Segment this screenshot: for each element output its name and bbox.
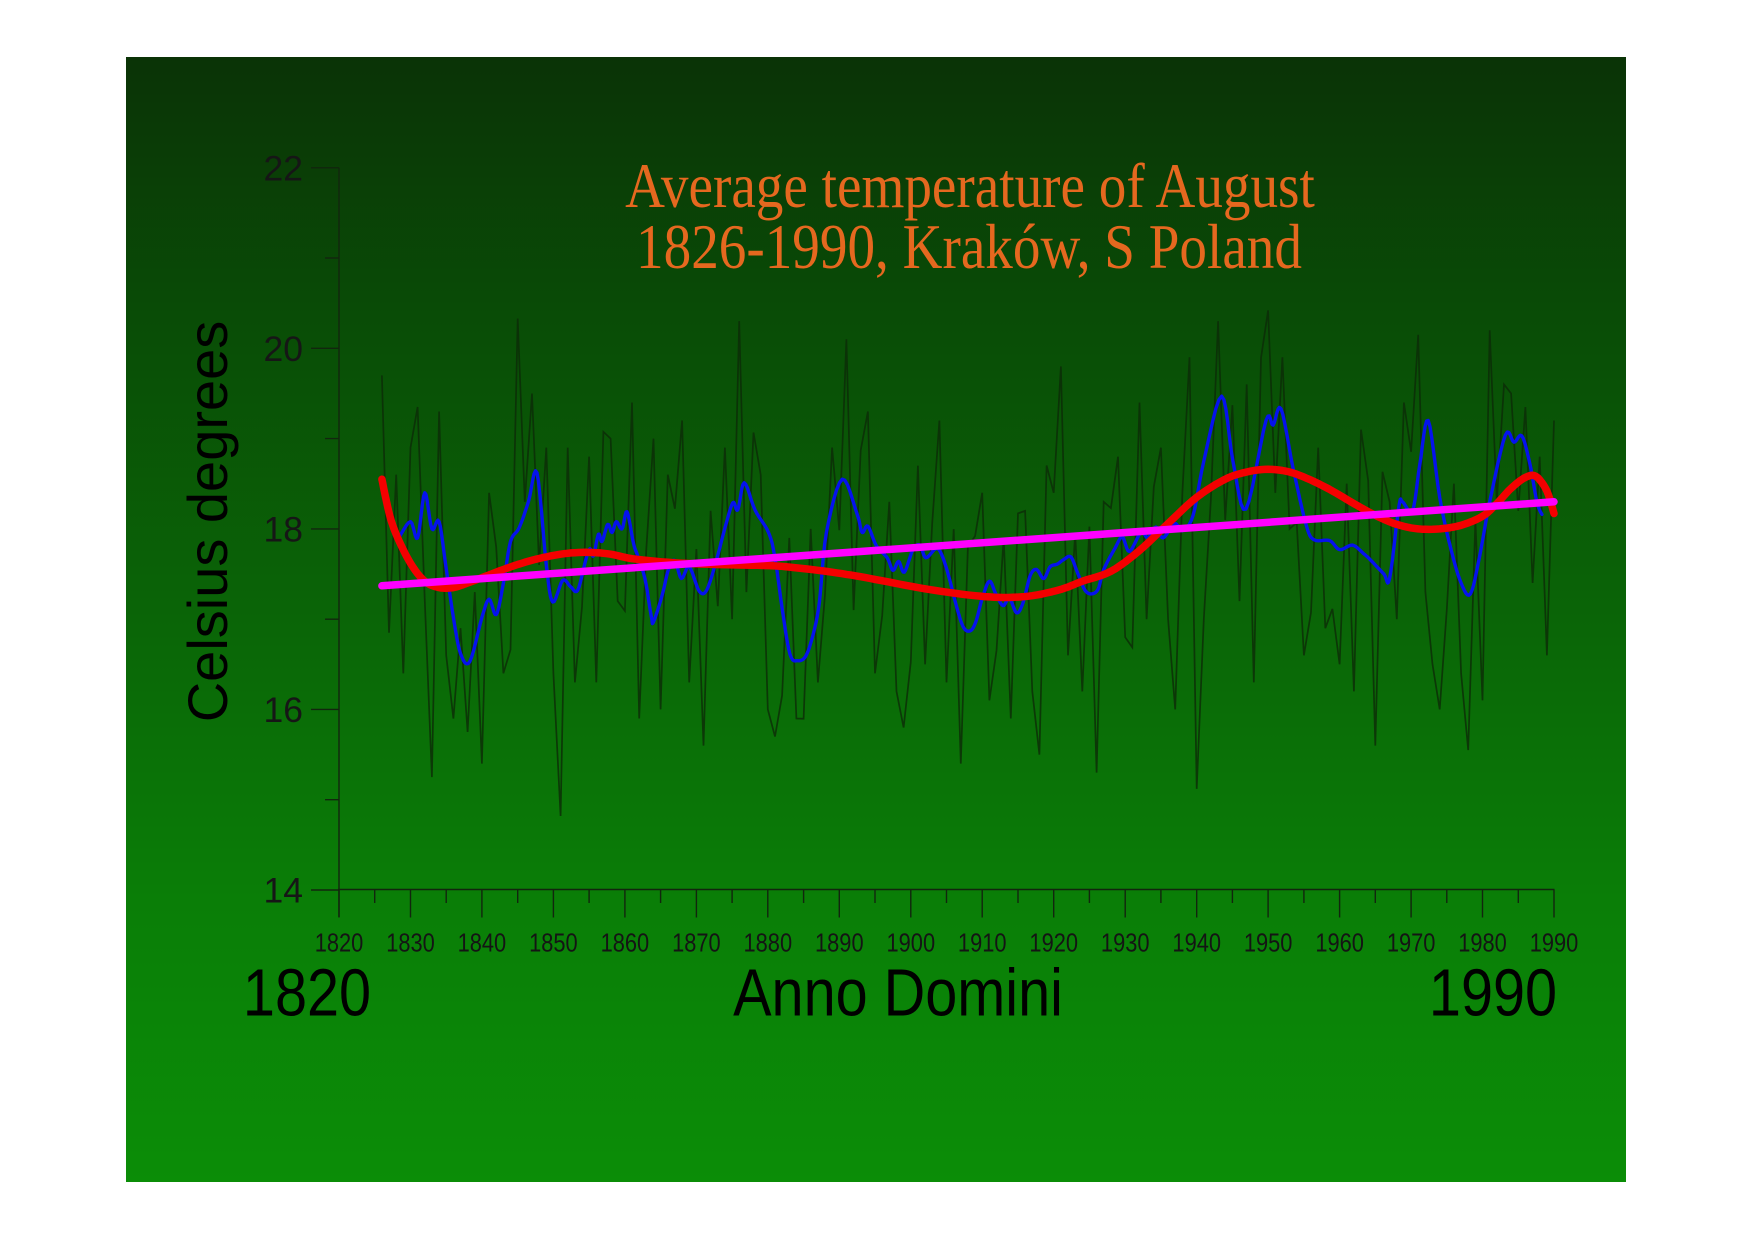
svg-text:1990: 1990 — [1429, 955, 1557, 1030]
svg-text:1826-1990, Kraków, S Poland: 1826-1990, Kraków, S Poland — [636, 211, 1302, 282]
svg-text:1960: 1960 — [1315, 929, 1364, 958]
svg-text:1840: 1840 — [458, 929, 507, 958]
svg-text:1880: 1880 — [744, 929, 793, 958]
svg-text:1860: 1860 — [601, 929, 650, 958]
svg-text:1900: 1900 — [887, 929, 936, 958]
svg-text:1850: 1850 — [529, 929, 578, 958]
svg-text:1920: 1920 — [1029, 929, 1078, 958]
svg-text:1820: 1820 — [315, 929, 364, 958]
svg-text:1980: 1980 — [1458, 929, 1507, 958]
svg-text:1830: 1830 — [386, 929, 435, 958]
svg-text:18: 18 — [264, 510, 304, 550]
svg-text:Average temperature of August: Average temperature of August — [625, 150, 1315, 221]
svg-text:1820: 1820 — [243, 955, 371, 1030]
svg-text:1870: 1870 — [672, 929, 721, 958]
svg-text:16: 16 — [264, 690, 304, 730]
svg-text:1910: 1910 — [958, 929, 1007, 958]
svg-text:1890: 1890 — [815, 929, 864, 958]
svg-text:1930: 1930 — [1101, 929, 1150, 958]
svg-text:Anno Domini: Anno Domini — [733, 955, 1063, 1030]
svg-text:1950: 1950 — [1244, 929, 1293, 958]
svg-text:14: 14 — [264, 871, 304, 911]
svg-text:Celsius degrees: Celsius degrees — [176, 321, 239, 723]
svg-text:22: 22 — [264, 149, 304, 189]
svg-text:1970: 1970 — [1387, 929, 1436, 958]
svg-text:1940: 1940 — [1172, 929, 1221, 958]
svg-text:1990: 1990 — [1530, 929, 1579, 958]
svg-text:20: 20 — [264, 329, 304, 369]
